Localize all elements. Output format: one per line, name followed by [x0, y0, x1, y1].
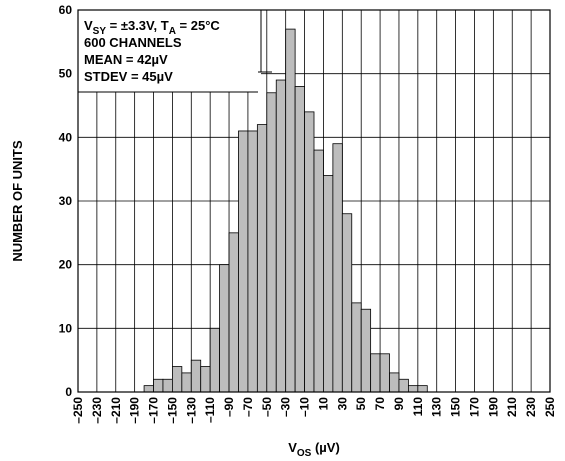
x-tick-label: –250 [71, 397, 85, 424]
histogram-bar [313, 149, 324, 393]
x-tick-label: –170 [147, 397, 161, 424]
x-tick-label: 10 [316, 397, 330, 411]
histogram-bar [143, 385, 154, 393]
x-tick-label: 250 [543, 397, 557, 417]
histogram-bar [294, 86, 305, 393]
annotation-line-3: MEAN = 42µV [84, 52, 168, 67]
x-tick-label: –210 [109, 397, 123, 424]
histogram-bar [219, 264, 230, 393]
annotation-line-2: 600 CHANNELS [84, 35, 182, 50]
histogram-bar [153, 378, 164, 393]
histogram-bar [275, 79, 287, 393]
x-tick-label: –130 [184, 397, 198, 424]
y-tick-label: 0 [65, 385, 72, 399]
x-tick-label: –50 [260, 397, 274, 417]
histogram-bar [171, 366, 183, 393]
histogram-bar [256, 124, 268, 393]
x-tick-label: 170 [467, 397, 481, 417]
y-tick-label: 30 [59, 194, 73, 208]
x-tick-label: 70 [373, 397, 387, 411]
x-tick-label: –190 [128, 397, 142, 424]
x-tick-label: –10 [298, 397, 312, 417]
histogram-bar [200, 366, 211, 393]
annotation-box [78, 10, 261, 92]
histogram-bar [209, 327, 221, 393]
histogram-bar [266, 92, 277, 393]
y-tick-label: 20 [59, 258, 73, 272]
x-axis-label: VOS (µV) [288, 440, 340, 459]
histogram-bar [285, 28, 296, 393]
histogram-bar [417, 385, 428, 393]
y-tick-label: 50 [59, 67, 73, 81]
histogram-bar [398, 378, 409, 393]
histogram-bar [162, 378, 173, 393]
x-tick-labels: –250 –230 –210 –190 –170 –150 –130 –110 –90 –70 –5… [71, 397, 557, 424]
x-tick-label: 90 [392, 397, 406, 411]
histogram-bars [143, 28, 428, 393]
annotation-line-1: VSY = ±3.3V, TA = 25°C [84, 18, 220, 37]
x-tick-label: –70 [241, 397, 255, 417]
x-tick-label: –30 [279, 397, 293, 417]
x-tick-label: –150 [165, 397, 179, 424]
x-tick-label: –110 [203, 397, 217, 423]
x-tick-label: 230 [524, 397, 538, 417]
histogram-bar [228, 232, 239, 393]
plot-frame [77, 9, 551, 393]
y-axis-label: NUMBER OF UNITS [10, 140, 25, 262]
histogram-bar [247, 130, 258, 393]
annotation-line-4: STDEV = 45µV [84, 69, 173, 84]
histogram-bar [341, 213, 353, 393]
histogram-bar [370, 353, 381, 393]
histogram-bar [360, 308, 372, 393]
x-tick-label: 150 [449, 397, 463, 417]
y-tick-label: 10 [59, 321, 73, 335]
histogram-bar [304, 111, 315, 393]
histogram-bar [389, 372, 400, 393]
histogram-bar [332, 143, 343, 393]
x-tick-label: 190 [486, 397, 500, 417]
x-tick-label: 130 [430, 397, 444, 417]
histogram-bar [351, 302, 362, 393]
x-tick-label: –230 [90, 397, 104, 424]
y-tick-label: 60 [59, 3, 73, 17]
y-tick-label: 40 [59, 130, 73, 144]
histogram-bar [190, 359, 202, 393]
x-tick-label: 30 [335, 397, 349, 411]
x-tick-label: 210 [505, 397, 519, 417]
histogram-bar [323, 175, 334, 393]
x-tick-label: 110 [411, 397, 425, 417]
histogram-bar [379, 353, 390, 393]
x-tick-label: 50 [354, 397, 368, 411]
x-tick-label: –90 [222, 397, 236, 417]
y-tick-labels: 0 10 20 30 40 50 60 [59, 3, 73, 399]
histogram-bar [238, 130, 249, 393]
histogram-bar [407, 385, 419, 393]
histogram-bar [181, 372, 192, 393]
